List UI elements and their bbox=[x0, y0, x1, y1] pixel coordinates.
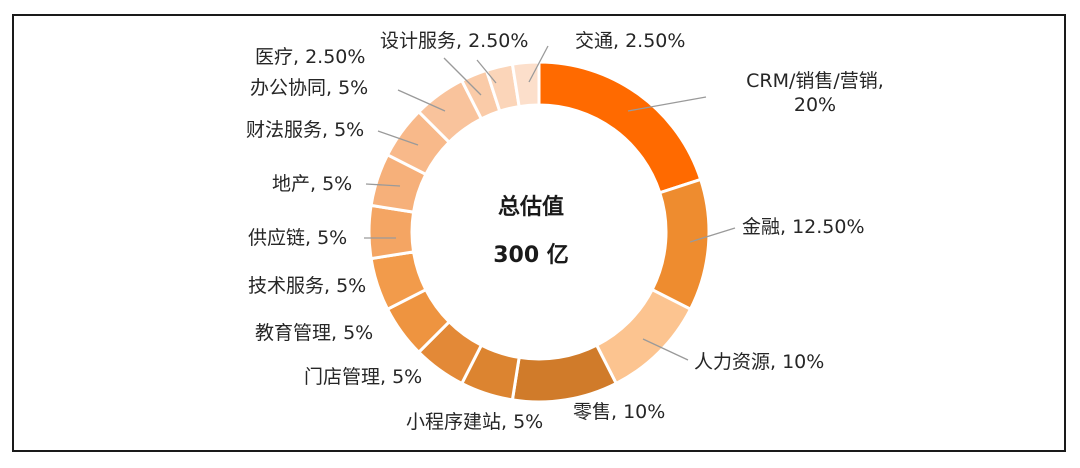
slice-label-0: CRM/销售/营销, 20% bbox=[746, 70, 884, 116]
slice-label-5: 门店管理, 5% bbox=[304, 366, 422, 388]
slice-label-1: 金融, 12.50% bbox=[742, 216, 865, 238]
slice-label-4: 小程序建站, 5% bbox=[406, 411, 543, 433]
slice-2 bbox=[594, 287, 693, 386]
slice-14 bbox=[510, 60, 541, 109]
slice-1 bbox=[650, 177, 711, 312]
slice-label-10: 财法服务, 5% bbox=[246, 119, 364, 141]
slice-0 bbox=[537, 60, 703, 195]
slice-label-13: 设计服务, 2.50% bbox=[380, 30, 528, 52]
center-title: 总估值 bbox=[498, 194, 564, 220]
leader-line-1 bbox=[689, 227, 736, 243]
leader-line-9 bbox=[365, 183, 401, 187]
leader-line-12 bbox=[443, 57, 482, 96]
slice-label-2: 人力资源, 10% bbox=[694, 351, 824, 373]
slice-8 bbox=[367, 203, 416, 261]
slice-label-14: 交通, 2.50% bbox=[575, 30, 685, 52]
leader-line-13 bbox=[476, 59, 497, 84]
slice-label-9: 地产, 5% bbox=[272, 173, 352, 195]
slice-label-3: 零售, 10% bbox=[573, 401, 665, 423]
slice-label-11: 办公协同, 5% bbox=[250, 77, 368, 99]
slice-label-12: 医疗, 2.50% bbox=[255, 46, 365, 68]
leader-line-14 bbox=[528, 45, 549, 83]
slice-label-6: 教育管理, 5% bbox=[255, 322, 373, 344]
slice-3 bbox=[510, 343, 619, 404]
slice-label-7: 技术服务, 5% bbox=[248, 275, 366, 297]
leader-line-10 bbox=[377, 130, 419, 146]
leader-line-0 bbox=[627, 96, 707, 112]
leader-line-11 bbox=[397, 89, 446, 112]
slice-label-8: 供应链, 5% bbox=[248, 227, 347, 249]
center-value: 300 亿 bbox=[493, 243, 569, 268]
leader-line-2 bbox=[642, 338, 689, 361]
